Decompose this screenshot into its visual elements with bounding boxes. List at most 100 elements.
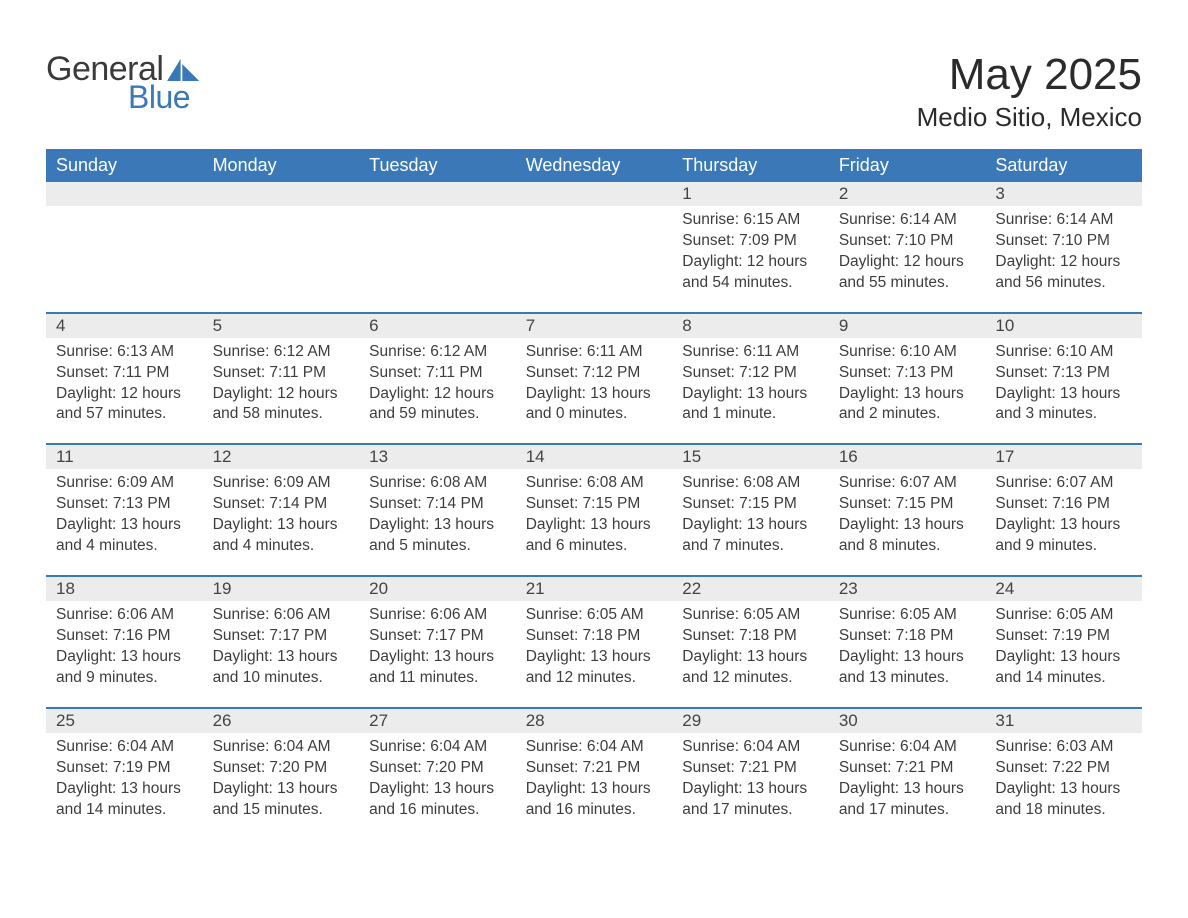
sunrise-line: Sunrise: 6:05 AM: [995, 605, 1132, 626]
daylight-line: Daylight: 13 hours and 4 minutes.: [213, 515, 350, 557]
daylight-line: Daylight: 13 hours and 9 minutes.: [995, 515, 1132, 557]
sunrise-line: Sunrise: 6:11 AM: [526, 342, 663, 363]
day-data-cell: [203, 206, 360, 313]
sunset-line: Sunset: 7:10 PM: [995, 231, 1132, 252]
daylight-line: Daylight: 13 hours and 12 minutes.: [526, 647, 663, 689]
sunset-line: Sunset: 7:18 PM: [839, 626, 976, 647]
day-data-cell: Sunrise: 6:05 AMSunset: 7:19 PMDaylight:…: [985, 601, 1142, 708]
sunset-line: Sunset: 7:21 PM: [682, 758, 819, 779]
day-data-row: Sunrise: 6:06 AMSunset: 7:16 PMDaylight:…: [46, 601, 1142, 708]
daylight-line: Daylight: 12 hours and 54 minutes.: [682, 252, 819, 294]
calendar-page: General Blue May 2025 Medio Sitio, Mexic…: [0, 0, 1188, 878]
weekday-header-row: Sunday Monday Tuesday Wednesday Thursday…: [46, 149, 1142, 182]
day-number-cell: 30: [829, 708, 986, 733]
weekday-header: Monday: [203, 149, 360, 182]
daylight-line: Daylight: 13 hours and 8 minutes.: [839, 515, 976, 557]
sunset-line: Sunset: 7:18 PM: [682, 626, 819, 647]
sunrise-line: Sunrise: 6:04 AM: [369, 737, 506, 758]
day-number-cell: [203, 182, 360, 206]
day-data-cell: [359, 206, 516, 313]
day-number-cell: [516, 182, 673, 206]
day-data-cell: Sunrise: 6:05 AMSunset: 7:18 PMDaylight:…: [516, 601, 673, 708]
sunset-line: Sunset: 7:21 PM: [526, 758, 663, 779]
sunrise-line: Sunrise: 6:14 AM: [839, 210, 976, 231]
daylight-line: Daylight: 12 hours and 55 minutes.: [839, 252, 976, 294]
day-number-cell: 27: [359, 708, 516, 733]
sunset-line: Sunset: 7:17 PM: [369, 626, 506, 647]
day-data-cell: [516, 206, 673, 313]
day-number-row: 123: [46, 182, 1142, 206]
sunset-line: Sunset: 7:11 PM: [369, 363, 506, 384]
weekday-header: Wednesday: [516, 149, 673, 182]
day-data-cell: Sunrise: 6:04 AMSunset: 7:21 PMDaylight:…: [516, 733, 673, 839]
calendar-body: 123Sunrise: 6:15 AMSunset: 7:09 PMDaylig…: [46, 182, 1142, 838]
sunset-line: Sunset: 7:22 PM: [995, 758, 1132, 779]
day-number-cell: 20: [359, 576, 516, 601]
weekday-header: Sunday: [46, 149, 203, 182]
day-data-cell: Sunrise: 6:11 AMSunset: 7:12 PMDaylight:…: [516, 338, 673, 445]
sunrise-line: Sunrise: 6:10 AM: [995, 342, 1132, 363]
day-number-row: 18192021222324: [46, 576, 1142, 601]
sunset-line: Sunset: 7:15 PM: [839, 494, 976, 515]
daylight-line: Daylight: 13 hours and 17 minutes.: [839, 779, 976, 821]
daylight-line: Daylight: 13 hours and 11 minutes.: [369, 647, 506, 689]
day-number-cell: 21: [516, 576, 673, 601]
daylight-line: Daylight: 13 hours and 3 minutes.: [995, 384, 1132, 426]
day-number-cell: 29: [672, 708, 829, 733]
sunset-line: Sunset: 7:11 PM: [213, 363, 350, 384]
weekday-header: Saturday: [985, 149, 1142, 182]
sunset-line: Sunset: 7:13 PM: [995, 363, 1132, 384]
daylight-line: Daylight: 13 hours and 5 minutes.: [369, 515, 506, 557]
sunrise-line: Sunrise: 6:06 AM: [369, 605, 506, 626]
sunset-line: Sunset: 7:16 PM: [995, 494, 1132, 515]
daylight-line: Daylight: 13 hours and 0 minutes.: [526, 384, 663, 426]
day-number-cell: 26: [203, 708, 360, 733]
day-data-cell: Sunrise: 6:06 AMSunset: 7:16 PMDaylight:…: [46, 601, 203, 708]
day-data-cell: Sunrise: 6:07 AMSunset: 7:15 PMDaylight:…: [829, 469, 986, 576]
day-number-cell: 22: [672, 576, 829, 601]
weekday-header: Friday: [829, 149, 986, 182]
day-data-cell: Sunrise: 6:04 AMSunset: 7:21 PMDaylight:…: [829, 733, 986, 839]
day-number-cell: 2: [829, 182, 986, 206]
logo-text-blue: Blue: [128, 79, 201, 116]
sunset-line: Sunset: 7:15 PM: [526, 494, 663, 515]
day-number-cell: 11: [46, 444, 203, 469]
day-data-cell: Sunrise: 6:13 AMSunset: 7:11 PMDaylight:…: [46, 338, 203, 445]
sunrise-line: Sunrise: 6:13 AM: [56, 342, 193, 363]
daylight-line: Daylight: 13 hours and 2 minutes.: [839, 384, 976, 426]
day-data-cell: Sunrise: 6:12 AMSunset: 7:11 PMDaylight:…: [203, 338, 360, 445]
daylight-line: Daylight: 12 hours and 58 minutes.: [213, 384, 350, 426]
day-number-cell: 14: [516, 444, 673, 469]
sunrise-line: Sunrise: 6:14 AM: [995, 210, 1132, 231]
sunset-line: Sunset: 7:18 PM: [526, 626, 663, 647]
day-number-cell: 8: [672, 313, 829, 338]
sunrise-line: Sunrise: 6:10 AM: [839, 342, 976, 363]
day-number-cell: 17: [985, 444, 1142, 469]
day-number-cell: 9: [829, 313, 986, 338]
day-data-row: Sunrise: 6:15 AMSunset: 7:09 PMDaylight:…: [46, 206, 1142, 313]
day-data-cell: Sunrise: 6:11 AMSunset: 7:12 PMDaylight:…: [672, 338, 829, 445]
day-data-cell: Sunrise: 6:04 AMSunset: 7:20 PMDaylight:…: [203, 733, 360, 839]
sunrise-line: Sunrise: 6:08 AM: [682, 473, 819, 494]
day-number-cell: 6: [359, 313, 516, 338]
sunrise-line: Sunrise: 6:05 AM: [526, 605, 663, 626]
page-header: General Blue May 2025 Medio Sitio, Mexic…: [46, 30, 1142, 139]
sunrise-line: Sunrise: 6:04 AM: [682, 737, 819, 758]
day-number-cell: [46, 182, 203, 206]
sunrise-line: Sunrise: 6:08 AM: [369, 473, 506, 494]
sunrise-line: Sunrise: 6:04 AM: [526, 737, 663, 758]
day-data-cell: Sunrise: 6:07 AMSunset: 7:16 PMDaylight:…: [985, 469, 1142, 576]
day-number-cell: 10: [985, 313, 1142, 338]
day-number-cell: 18: [46, 576, 203, 601]
day-number-cell: 31: [985, 708, 1142, 733]
day-data-cell: Sunrise: 6:10 AMSunset: 7:13 PMDaylight:…: [985, 338, 1142, 445]
sunset-line: Sunset: 7:14 PM: [213, 494, 350, 515]
sunset-line: Sunset: 7:19 PM: [56, 758, 193, 779]
sunset-line: Sunset: 7:16 PM: [56, 626, 193, 647]
daylight-line: Daylight: 13 hours and 1 minute.: [682, 384, 819, 426]
day-data-cell: Sunrise: 6:04 AMSunset: 7:19 PMDaylight:…: [46, 733, 203, 839]
daylight-line: Daylight: 13 hours and 9 minutes.: [56, 647, 193, 689]
day-number-cell: 19: [203, 576, 360, 601]
sunrise-line: Sunrise: 6:04 AM: [213, 737, 350, 758]
sail-icon: [167, 59, 201, 81]
